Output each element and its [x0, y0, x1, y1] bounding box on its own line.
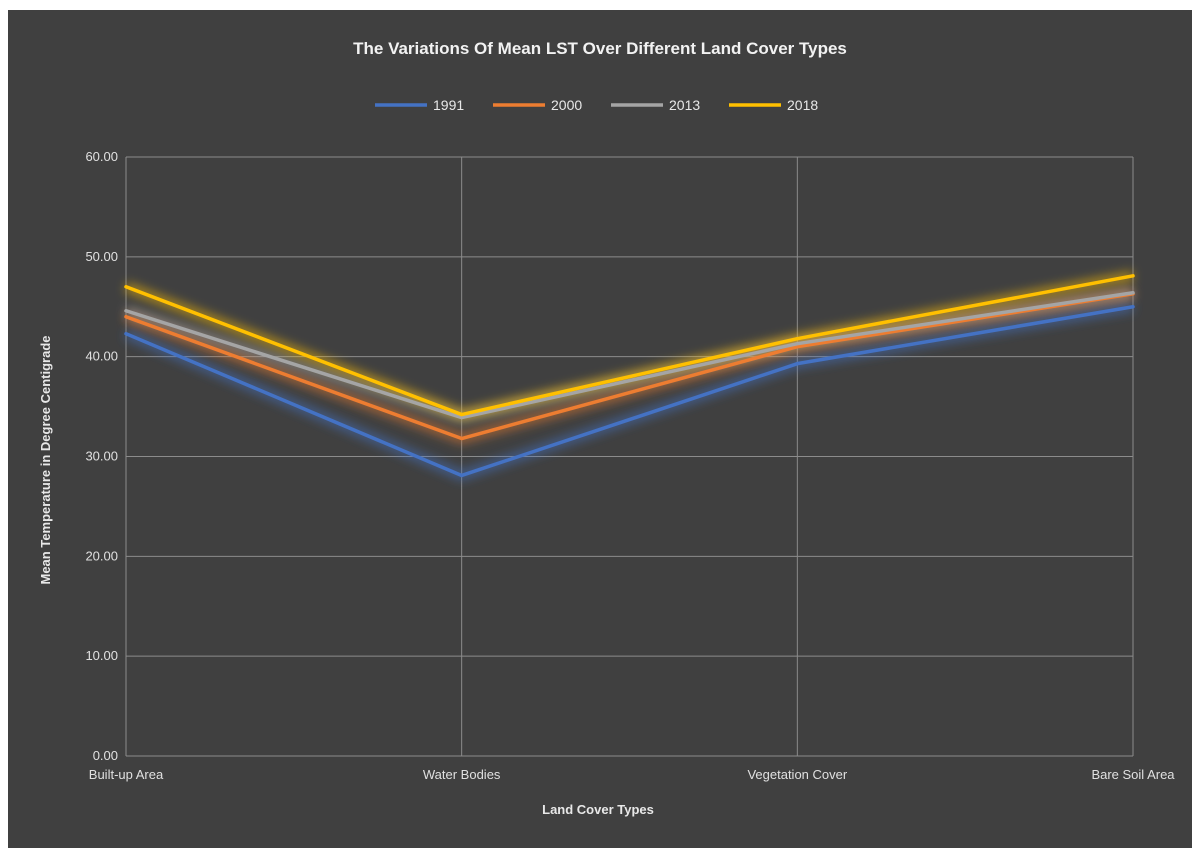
- series-line-2018: [124, 274, 1135, 417]
- x-tick-label: Vegetation Cover: [747, 767, 847, 782]
- legend: 1991 2000 2013 2018: [375, 97, 818, 113]
- y-tick-label: 60.00: [85, 149, 118, 164]
- y-tick-label: 0.00: [93, 748, 118, 763]
- x-tick-label: Bare Soil Area: [1091, 767, 1175, 782]
- legend-label-2000: 2000: [551, 97, 582, 113]
- line-chart: The Variations Of Mean LST Over Differen…: [38, 39, 1176, 817]
- x-axis-ticks: Built-up Area Water Bodies Vegetation Cove…: [89, 767, 1176, 782]
- series-line-2000: [124, 292, 1135, 441]
- y-axis-title: Mean Temperature in Degree Centigrade: [38, 336, 53, 585]
- gridlines: [125, 156, 1134, 757]
- y-tick-label: 30.00: [85, 449, 118, 464]
- series-line-2013: [124, 291, 1135, 420]
- legend-label-1991: 1991: [433, 97, 464, 113]
- y-tick-label: 50.00: [85, 249, 118, 264]
- chart-title: The Variations Of Mean LST Over Differen…: [353, 39, 847, 58]
- y-tick-label: 40.00: [85, 349, 118, 364]
- legend-label-2018: 2018: [787, 97, 818, 113]
- series-line-1991: [124, 305, 1135, 478]
- y-axis-ticks: 0.00 10.00 20.00 30.00 40.00 50.00 60.00: [85, 149, 118, 763]
- y-tick-label: 10.00: [85, 648, 118, 663]
- y-tick-label: 20.00: [85, 548, 118, 563]
- series-lines: [124, 274, 1135, 478]
- chart-frame: The Variations Of Mean LST Over Differen…: [8, 10, 1192, 848]
- x-tick-label: Water Bodies: [423, 767, 501, 782]
- x-axis-title: Land Cover Types: [542, 802, 654, 817]
- x-tick-label: Built-up Area: [89, 767, 164, 782]
- legend-label-2013: 2013: [669, 97, 700, 113]
